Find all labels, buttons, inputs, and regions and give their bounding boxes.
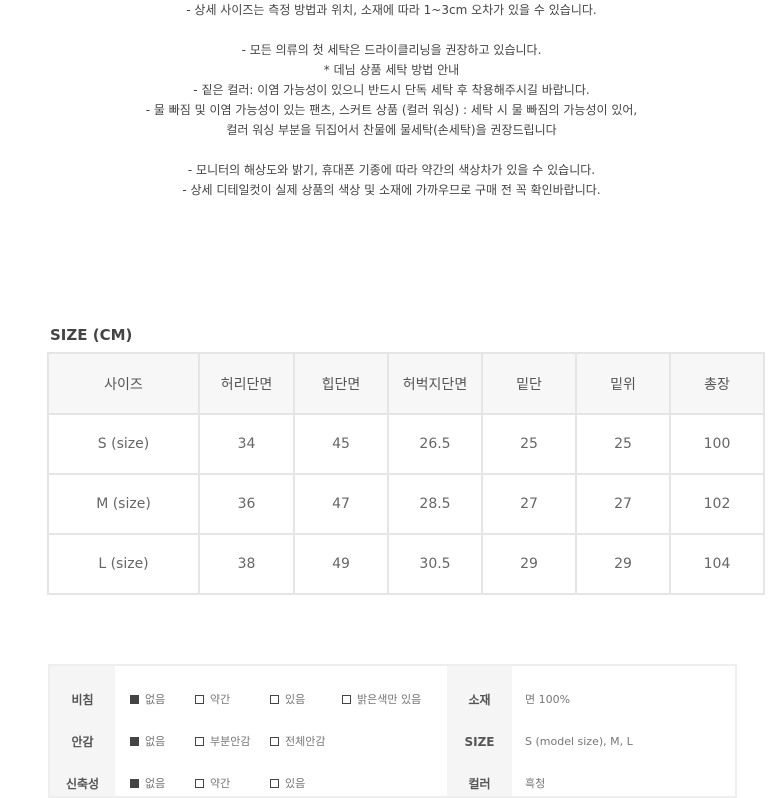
notice-line bbox=[0, 20, 783, 40]
table-cell: L (size) bbox=[47, 533, 200, 595]
option: 밝은색만 있음 bbox=[342, 690, 421, 710]
option: 없음 bbox=[130, 774, 165, 794]
size-table: 사이즈 허리단면 힙단면 허벅지단면 밑단 밑위 총장 S (size) 34 45 26.5 25 2… bbox=[47, 352, 765, 595]
notice-line: - 물 빠짐 및 이염 가능성이 있는 팬츠, 스커트 상품 (컬러 워싱) :… bbox=[145, 103, 638, 117]
option-label: 밝은색만 있음 bbox=[357, 693, 422, 706]
info-key: 컬러 bbox=[468, 777, 491, 791]
option-label: 약간 bbox=[210, 693, 231, 706]
table-header-row: 사이즈 허리단면 힙단면 허벅지단면 밑단 밑위 총장 bbox=[47, 352, 765, 415]
table-cell: 29 bbox=[481, 533, 577, 595]
product-info-box: 비침 없음 약간 있음 밝은색만 있음 소재 면 100% 안감 없음 부분안감 전체안감 SIZE S… bbox=[48, 664, 737, 798]
option-label: 없음 bbox=[145, 777, 166, 790]
info-value: S (model size), M, L bbox=[525, 735, 633, 748]
notice-text: - 상세 사이즈는 측정 방법과 위치, 소재에 따라 1~3cm 오차가 있을… bbox=[0, 0, 783, 200]
notice-line: - 모든 의류의 첫 세탁은 드라이클리닝을 권장하고 있습니다. bbox=[241, 43, 542, 57]
checked-box-icon bbox=[130, 695, 139, 704]
info-key: SIZE bbox=[464, 735, 495, 749]
option: 약간 bbox=[195, 774, 230, 794]
table-cell: 102 bbox=[669, 473, 765, 535]
table-cell: 38 bbox=[198, 533, 295, 595]
info-row: 안감 없음 부분안감 전체안감 SIZE S (model size), M, L bbox=[50, 732, 735, 752]
option-label: 있음 bbox=[285, 693, 306, 706]
table-cell: 100 bbox=[669, 413, 765, 475]
column-header: 총장 bbox=[669, 352, 765, 415]
column-header: 힙단면 bbox=[293, 352, 389, 415]
option: 있음 bbox=[270, 690, 305, 710]
notice-line: - 상세 사이즈는 측정 방법과 위치, 소재에 따라 1~3cm 오차가 있을… bbox=[186, 3, 597, 17]
column-header: 허리단면 bbox=[198, 352, 295, 415]
unchecked-box-icon bbox=[195, 779, 204, 788]
column-header: 허벅지단면 bbox=[387, 352, 483, 415]
unchecked-box-icon bbox=[270, 737, 279, 746]
column-header: 밑단 bbox=[481, 352, 577, 415]
option: 없음 bbox=[130, 690, 165, 710]
option: 전체안감 bbox=[270, 732, 325, 752]
table-cell: 45 bbox=[293, 413, 389, 475]
info-label: 신축성 bbox=[65, 777, 100, 791]
table-cell: 26.5 bbox=[387, 413, 483, 475]
size-title: SIZE (CM) bbox=[50, 326, 133, 344]
info-label: 비침 bbox=[71, 693, 94, 707]
column-header: 밑위 bbox=[575, 352, 671, 415]
table-row: M (size) 36 47 28.5 27 27 102 bbox=[47, 473, 765, 535]
info-row: 비침 없음 약간 있음 밝은색만 있음 소재 면 100% bbox=[50, 690, 735, 710]
column-header: 사이즈 bbox=[47, 352, 200, 415]
info-value: 면 100% bbox=[525, 693, 571, 706]
option-label: 없음 bbox=[145, 693, 166, 706]
table-row: L (size) 38 49 30.5 29 29 104 bbox=[47, 533, 765, 595]
option-label: 없음 bbox=[145, 735, 166, 748]
notice-line: - 짙은 컬러: 이염 가능성이 있으니 반드시 단독 세탁 후 착용해주시길 … bbox=[193, 83, 590, 97]
checked-box-icon bbox=[130, 737, 139, 746]
option-label: 부분안감 bbox=[210, 735, 251, 748]
table-cell: 27 bbox=[481, 473, 577, 535]
option-label: 약간 bbox=[210, 777, 231, 790]
table-cell: 29 bbox=[575, 533, 671, 595]
checked-box-icon bbox=[130, 779, 139, 788]
option: 없음 bbox=[130, 732, 165, 752]
option-label: 전체안감 bbox=[285, 735, 326, 748]
notice-line: - 상세 디테일컷이 실제 상품의 색상 및 소재에 가까우므로 구매 전 꼭 … bbox=[182, 183, 601, 197]
info-key: 소재 bbox=[468, 693, 491, 707]
table-cell: 34 bbox=[198, 413, 295, 475]
notice-line: 컬러 워싱 부분을 뒤집어서 찬물에 물세탁(손세탁)을 권장드립니다 bbox=[226, 123, 557, 137]
option-label: 있음 bbox=[285, 777, 306, 790]
unchecked-box-icon bbox=[270, 779, 279, 788]
unchecked-box-icon bbox=[342, 695, 351, 704]
unchecked-box-icon bbox=[195, 695, 204, 704]
info-value: 흑청 bbox=[525, 777, 546, 790]
table-cell: 25 bbox=[481, 413, 577, 475]
table-cell: 25 bbox=[575, 413, 671, 475]
option: 부분안감 bbox=[195, 732, 250, 752]
table-cell: 28.5 bbox=[387, 473, 483, 535]
table-cell: 27 bbox=[575, 473, 671, 535]
info-row: 신축성 없음 약간 있음 컬러 흑청 bbox=[50, 774, 735, 794]
table-cell: 49 bbox=[293, 533, 389, 595]
info-label: 안감 bbox=[71, 735, 94, 749]
option: 약간 bbox=[195, 690, 230, 710]
unchecked-box-icon bbox=[270, 695, 279, 704]
notice-line: * 데님 상품 세탁 방법 안내 bbox=[323, 63, 460, 77]
table-cell: 104 bbox=[669, 533, 765, 595]
table-cell: M (size) bbox=[47, 473, 200, 535]
notice-line bbox=[0, 140, 783, 160]
option: 있음 bbox=[270, 774, 305, 794]
unchecked-box-icon bbox=[195, 737, 204, 746]
table-row: S (size) 34 45 26.5 25 25 100 bbox=[47, 413, 765, 475]
table-cell: 36 bbox=[198, 473, 295, 535]
table-cell: S (size) bbox=[47, 413, 200, 475]
notice-line: - 모니터의 해상도와 밝기, 휴대폰 기종에 따라 약간의 색상차가 있을 수… bbox=[187, 163, 596, 177]
table-cell: 30.5 bbox=[387, 533, 483, 595]
table-cell: 47 bbox=[293, 473, 389, 535]
